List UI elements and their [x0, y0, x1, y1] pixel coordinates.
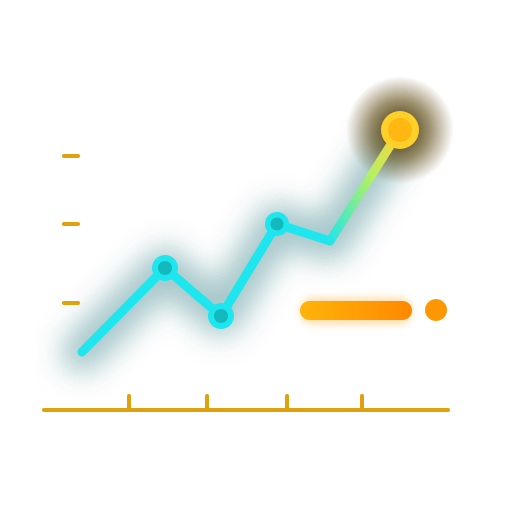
data-point	[208, 303, 234, 329]
data-point	[265, 212, 289, 236]
legend-bar	[300, 301, 412, 320]
legend-dot	[425, 299, 447, 321]
legend-marker	[300, 299, 447, 321]
data-points	[152, 111, 419, 329]
data-point	[152, 255, 178, 281]
axes	[42, 72, 450, 438]
highlight-point	[381, 111, 419, 149]
